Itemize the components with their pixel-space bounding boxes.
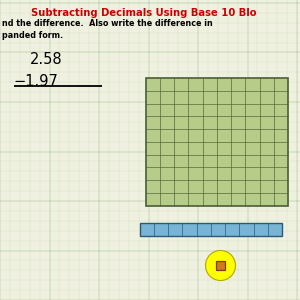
Text: −1.97: −1.97 — [14, 74, 59, 88]
Bar — [140, 223, 282, 236]
Text: nd the difference.  Also write the difference in: nd the difference. Also write the differ… — [2, 20, 212, 28]
Bar — [216, 261, 225, 270]
Text: Subtracting Decimals Using Base 10 Blo: Subtracting Decimals Using Base 10 Blo — [31, 8, 257, 17]
Bar — [146, 78, 288, 206]
Circle shape — [206, 250, 236, 280]
Text: panded form.: panded form. — [2, 32, 63, 40]
Text: 2.58: 2.58 — [30, 52, 63, 68]
